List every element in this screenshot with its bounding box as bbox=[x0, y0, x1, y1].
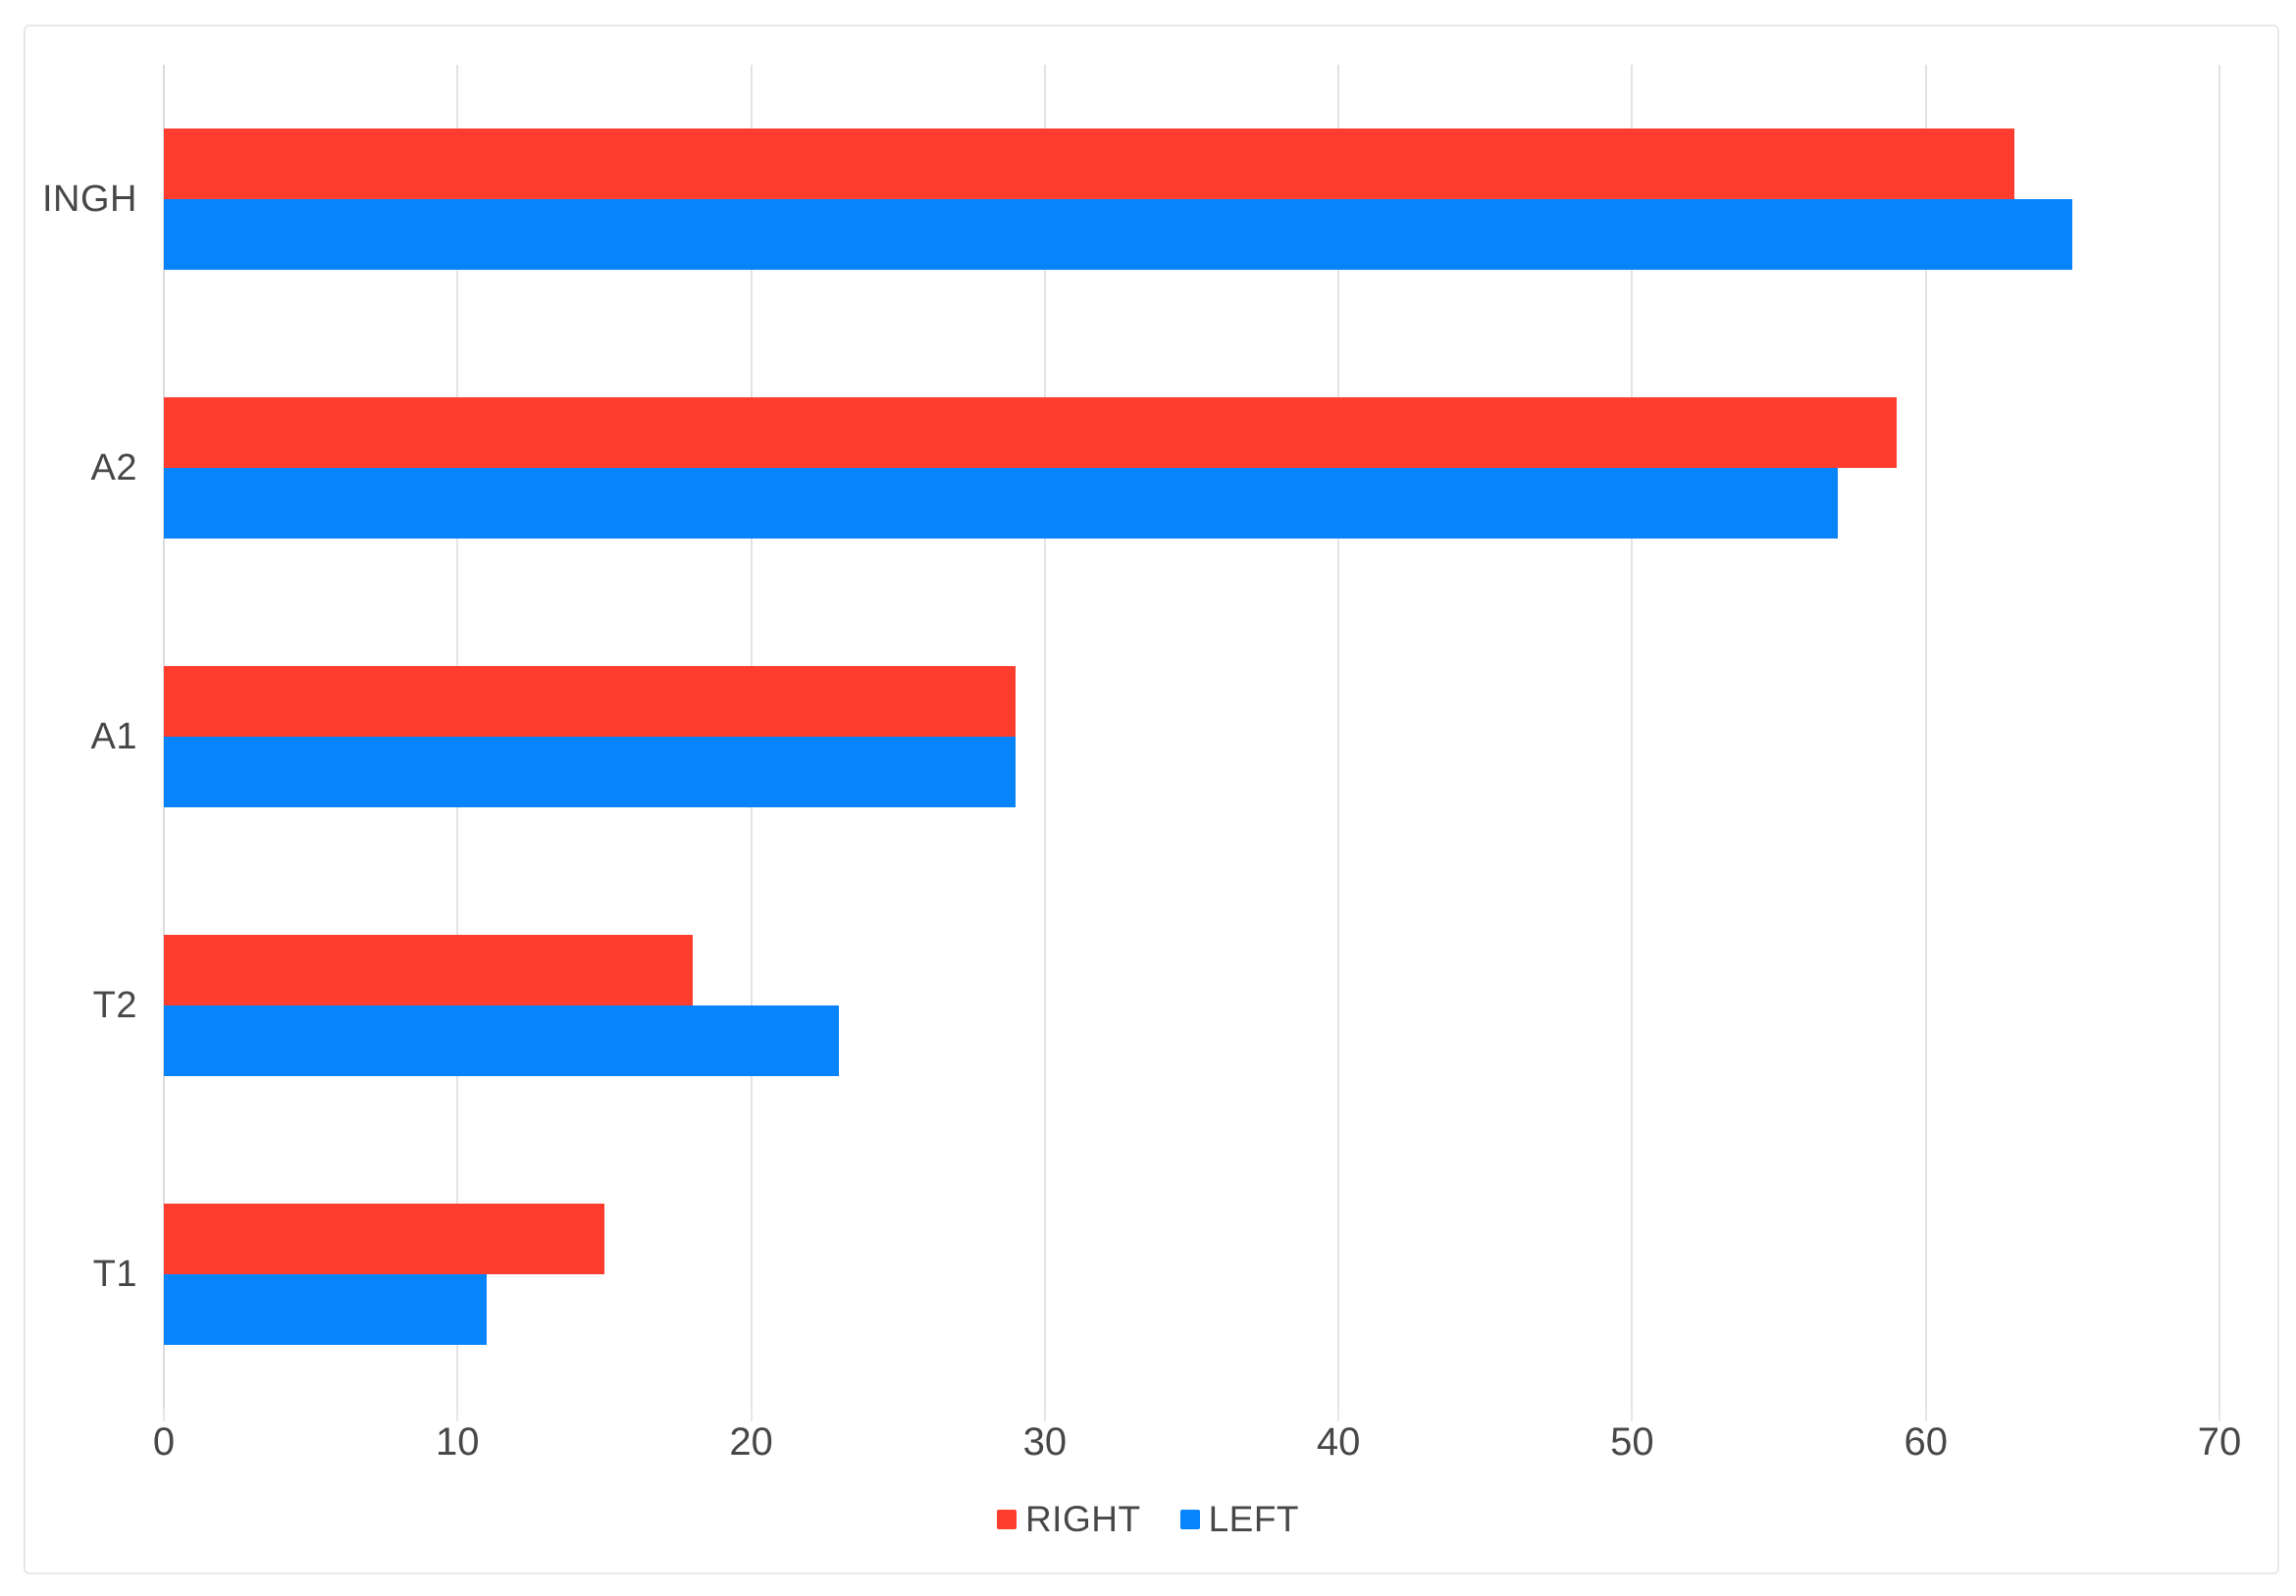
legend-item-right: RIGHT bbox=[996, 1499, 1141, 1540]
x-tick-label: 0 bbox=[152, 1420, 176, 1464]
axis-tick-10 bbox=[456, 1409, 459, 1421]
legend-swatch-left-icon bbox=[1179, 1510, 1200, 1529]
axis-tick-40 bbox=[1337, 1409, 1340, 1421]
legend: RIGHT LEFT bbox=[0, 1499, 2296, 1540]
category-label: A2 bbox=[90, 446, 137, 489]
axis-tick-70 bbox=[2218, 1409, 2220, 1421]
category-label: INGH bbox=[42, 178, 137, 220]
category-label: T2 bbox=[92, 984, 137, 1026]
bar-right-a1 bbox=[164, 666, 1016, 737]
gridline-40 bbox=[1337, 65, 1340, 1409]
plot-area bbox=[163, 65, 2220, 1409]
x-tick-label: 10 bbox=[436, 1420, 480, 1464]
x-tick-label: 30 bbox=[1022, 1420, 1068, 1464]
x-tick-label: 60 bbox=[1904, 1420, 1948, 1464]
bar-left-t1 bbox=[164, 1274, 488, 1345]
legend-item-left: LEFT bbox=[1179, 1499, 1300, 1540]
axis-tick-0 bbox=[163, 1409, 165, 1421]
axis-tick-30 bbox=[1043, 1409, 1046, 1421]
bar-right-t2 bbox=[164, 935, 693, 1005]
bar-left-t2 bbox=[164, 1005, 840, 1076]
gridline-70 bbox=[2218, 65, 2220, 1409]
legend-swatch-right-icon bbox=[996, 1510, 1017, 1529]
axis-tick-20 bbox=[750, 1409, 753, 1421]
bar-left-a1 bbox=[164, 737, 1016, 807]
category-label: T1 bbox=[92, 1253, 137, 1295]
category-label: A1 bbox=[90, 715, 137, 757]
bar-left-ingh bbox=[164, 199, 2073, 270]
bar-right-a2 bbox=[164, 397, 1897, 468]
bar-right-t1 bbox=[164, 1204, 604, 1274]
gridline-50 bbox=[1631, 65, 1634, 1409]
bar-right-ingh bbox=[164, 129, 2014, 199]
axis-tick-60 bbox=[1924, 1409, 1927, 1421]
x-tick-label: 40 bbox=[1316, 1420, 1361, 1464]
gridline-30 bbox=[1043, 65, 1046, 1409]
legend-label: RIGHT bbox=[1024, 1499, 1141, 1539]
x-tick-label: 20 bbox=[729, 1420, 773, 1464]
axis-tick-50 bbox=[1631, 1409, 1634, 1421]
bar-left-a2 bbox=[164, 468, 1838, 539]
gridline-60 bbox=[1924, 65, 1927, 1409]
x-tick-label: 70 bbox=[2197, 1420, 2242, 1464]
legend-label: LEFT bbox=[1208, 1499, 1300, 1539]
x-tick-label: 50 bbox=[1610, 1420, 1654, 1464]
